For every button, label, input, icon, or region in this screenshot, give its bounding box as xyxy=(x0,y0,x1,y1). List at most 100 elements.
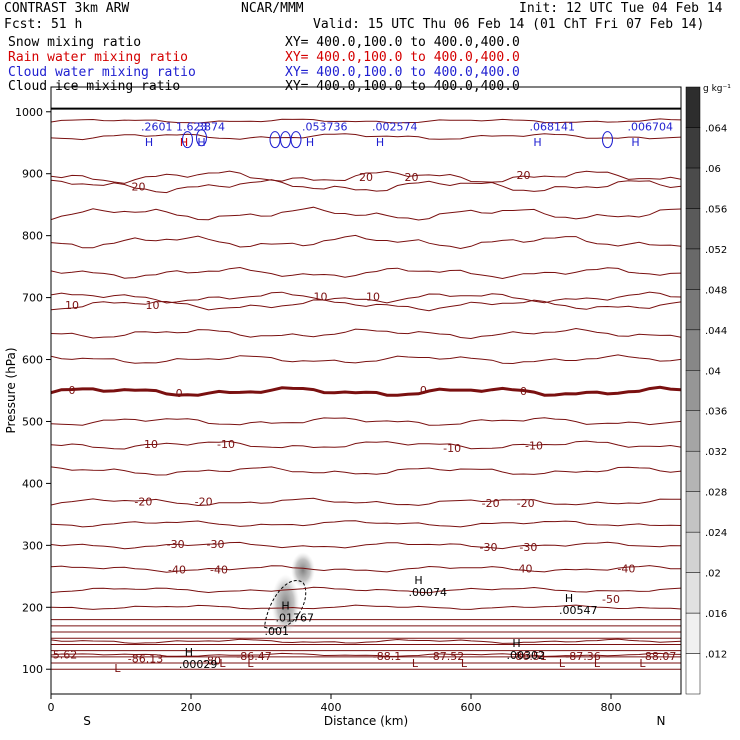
temperature-isotherm xyxy=(51,133,681,141)
colorbar-label: .036 xyxy=(705,407,727,418)
x-tick-label: 600 xyxy=(461,701,482,714)
cloud-water-max-letter: H xyxy=(180,136,188,149)
extremum-letter: H xyxy=(185,646,193,659)
extremum-letter: H xyxy=(565,592,573,605)
extremum-letter: L xyxy=(114,662,121,675)
temperature-label: -10 xyxy=(525,440,543,453)
colorbar-label: .06 xyxy=(705,164,721,175)
colorbar-segment xyxy=(685,531,701,573)
cloud-water-contour xyxy=(196,129,207,147)
cloud-water-contour xyxy=(602,131,613,149)
valid-time: Valid: 15 UTC Thu 06 Feb 14 (01 ChT Fri … xyxy=(313,17,705,32)
temperature-label: 20 xyxy=(517,169,531,182)
cloud-water-contour xyxy=(269,131,281,149)
x-axis-label: Distance (km) xyxy=(324,714,408,728)
colorbar-segment xyxy=(685,208,701,250)
temperature-isotherm xyxy=(51,541,681,550)
temperature-label: -40 xyxy=(617,562,635,575)
temperature-label: -20 xyxy=(195,495,213,508)
xy-snow: XY= 400.0,100.0 to 400.0,400.0 xyxy=(285,35,520,50)
temperature-isotherm xyxy=(51,179,681,194)
y-axis-label: Pressure (hPa) xyxy=(4,347,18,433)
temperature-label: 10 xyxy=(366,290,380,303)
temperature-isotherm xyxy=(51,466,681,476)
cloud-water-contour xyxy=(280,131,291,149)
temperature-label: -30 xyxy=(519,541,537,554)
temperature-label: -20 xyxy=(517,497,535,510)
field-cloud-water: Cloud water mixing ratio xyxy=(8,65,196,80)
field-rain: Rain water mixing ratio xyxy=(8,50,189,65)
model-title: CONTRAST 3km ARW xyxy=(4,1,130,16)
extremum-value: .00029 xyxy=(179,658,218,671)
temperature-isotherm xyxy=(51,586,681,594)
temperature-isotherm xyxy=(51,604,681,610)
x-tick-label: 800 xyxy=(601,701,622,714)
xy-rain: XY= 400.0,100.0 to 400.0,400.0 xyxy=(285,50,520,65)
extremum-value: .01767 xyxy=(276,611,315,624)
temperature-label: -88.1 xyxy=(373,650,401,663)
y-tick-label: 600 xyxy=(22,354,43,367)
colorbar-segment xyxy=(685,612,701,654)
center-title: NCAR/MMM xyxy=(241,1,304,16)
x-tick-label: 200 xyxy=(181,701,202,714)
y-tick-label: 1000 xyxy=(15,106,43,119)
temperature-label: 10 xyxy=(65,299,79,312)
cloud-ice-contour xyxy=(263,580,307,630)
temperature-isotherm xyxy=(51,118,681,124)
cloud-water-max-value: .068141 xyxy=(530,120,576,133)
y-tick-label: 100 xyxy=(22,663,43,676)
temperature-label: -10 xyxy=(443,442,461,455)
temperature-label: 20 xyxy=(405,171,419,184)
colorbar-segment xyxy=(685,289,701,331)
temperature-label: -40 xyxy=(210,564,228,577)
temperature-label: 0 xyxy=(520,385,527,398)
temperature-label: 5.62 xyxy=(53,648,78,661)
temperature-isotherm xyxy=(51,417,681,426)
colorbar-label: .056 xyxy=(705,204,727,215)
extremum-letter: L xyxy=(594,657,601,670)
colorbar-segment xyxy=(685,491,701,533)
temperature-label: -40 xyxy=(515,562,533,575)
cloud-water-max-letter: H xyxy=(197,136,205,149)
south-label: S xyxy=(83,714,91,728)
cloud-water-max-value: .053736 xyxy=(302,120,348,133)
temperature-label: 20 xyxy=(132,181,146,194)
extremum-letter: L xyxy=(247,657,254,670)
colorbar-label: .048 xyxy=(705,285,727,296)
colorbar-segment xyxy=(685,653,701,695)
temperature-label: -10 xyxy=(217,438,235,451)
temperature-label: -40 xyxy=(168,564,186,577)
north-label: N xyxy=(657,714,666,728)
colorbar-segment xyxy=(685,370,701,411)
temperature-isotherm xyxy=(51,440,681,450)
cloud-ice-label: .001 xyxy=(265,625,290,638)
extremum-letter: H xyxy=(512,637,520,650)
temperature-label: -87.36 xyxy=(565,650,600,663)
temperature-label: -30 xyxy=(167,538,185,551)
y-tick-label: 200 xyxy=(22,601,43,614)
cloud-water-max-value: .006704 xyxy=(628,120,674,133)
colorbar-label: .044 xyxy=(705,326,727,337)
colorbar-segment xyxy=(685,410,701,452)
colorbar-segment xyxy=(685,248,701,290)
extremum-value: .00074 xyxy=(409,586,448,599)
init-time: Init: 12 UTC Tue 04 Feb 14 xyxy=(519,1,723,16)
temperature-label: -86.13 xyxy=(128,653,163,666)
colorbar-segment xyxy=(685,450,701,492)
colorbar-label: .016 xyxy=(705,609,727,620)
temperature-label: 0 xyxy=(420,384,427,397)
temperature-label: 0 xyxy=(69,384,76,397)
y-tick-label: 500 xyxy=(22,415,43,428)
cloud-water-contour xyxy=(290,131,302,149)
temperature-isotherm xyxy=(51,234,681,250)
extremum-letter: H xyxy=(414,574,422,587)
temperature-isotherm xyxy=(51,497,681,507)
temperature-label: -87.52 xyxy=(429,650,464,663)
temperature-label: 10 xyxy=(146,299,160,312)
cloud-water-max-letter: H xyxy=(631,136,639,149)
temperature-label: -20 xyxy=(134,495,152,508)
plot-frame xyxy=(50,86,682,695)
temperature-isotherm xyxy=(51,266,681,280)
colorbar-label: .012 xyxy=(705,650,727,661)
